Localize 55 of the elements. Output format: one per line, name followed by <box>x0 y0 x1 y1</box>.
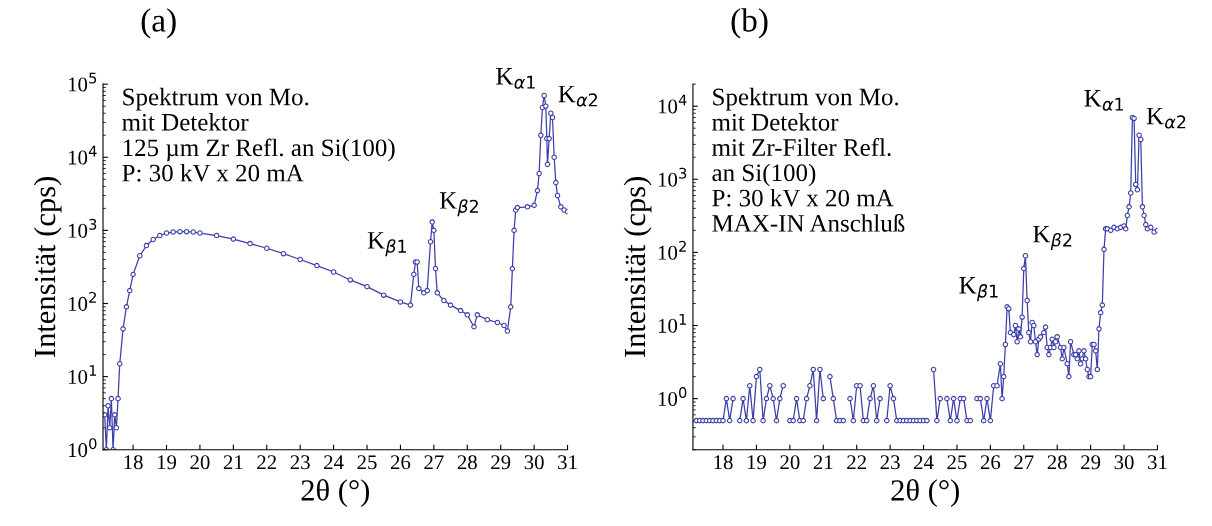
y-tick-label: 10$^{1}$ <box>68 365 97 384</box>
annotation: K$_{β1}$ <box>367 232 407 257</box>
x-tick-label: 26 <box>980 455 1001 470</box>
x-tick-label: 21 <box>813 455 833 470</box>
x-tick-label: 23 <box>880 455 900 470</box>
x-tick-label: 29 <box>491 455 511 470</box>
x-tick-label: 27 <box>1014 455 1034 470</box>
annotation: Spektrum von Mo. mit Detektor 125 µm Zr Refl. an Si(100) P: 30 kV x 20 mA <box>122 87 395 182</box>
x-tick-label: 24 <box>324 455 344 470</box>
x-axis-title: 2θ (°) <box>891 479 959 507</box>
x-tick-label: 19 <box>747 455 767 470</box>
x-tick-label: 28 <box>1047 455 1067 470</box>
x-tick-label: 22 <box>847 455 866 470</box>
y-tick-label: 10$^{2}$ <box>68 291 96 311</box>
chart-title: (b) <box>731 8 768 39</box>
x-tick-label: 31 <box>1148 455 1167 470</box>
y-tick-label: 10$^{1}$ <box>658 314 687 333</box>
annotation: K$_{β2}$ <box>1033 225 1072 251</box>
x-tick-label: 20 <box>190 455 210 470</box>
annotation: K$_{β1}$ <box>959 277 998 302</box>
annotation: Spektrum von Mo. mit Detektor mit Zr-Filter Refl. an Si(100) P: 30 kV x 20 mA MAX-IN Anschluß <box>712 87 905 232</box>
annotation: K$_{β2}$ <box>439 192 478 217</box>
y-tick-label: 10$^{4}$ <box>68 145 97 165</box>
x-tick-label: 29 <box>1081 455 1101 470</box>
x-tick-label: 28 <box>457 455 477 470</box>
x-tick-label: 27 <box>424 455 444 470</box>
y-tick-label: 10$^{5}$ <box>68 72 97 92</box>
x-tick-label: 26 <box>390 455 411 470</box>
x-tick-label: 31 <box>558 455 577 470</box>
y-tick-label: 10$^{0}$ <box>658 387 687 407</box>
y-tick-label: 10$^{4}$ <box>658 94 687 114</box>
y-tick-label: 10$^{0}$ <box>68 438 97 458</box>
x-tick-label: 22 <box>257 455 277 470</box>
x-tick-label: 30 <box>524 455 544 470</box>
x-tick-label: 23 <box>290 455 310 470</box>
x-axis-title: 2θ (°) <box>301 479 369 507</box>
y-axis-title: Intensität (cps) <box>623 177 652 358</box>
x-tick-label: 19 <box>157 455 177 470</box>
y-tick-label: 10$^{2}$ <box>658 240 686 260</box>
x-tick-label: 25 <box>357 455 377 470</box>
annotation: K$_{α2}$ <box>558 85 597 107</box>
y-tick-label: 10$^{3}$ <box>658 167 687 187</box>
x-tick-label: 18 <box>714 455 733 470</box>
annotation: K$_{α1}$ <box>496 68 535 89</box>
x-tick-label: 18 <box>124 455 143 470</box>
chart-title: (a) <box>141 8 176 39</box>
y-tick-label: 10$^{3}$ <box>68 218 97 238</box>
x-tick-label: 30 <box>1114 455 1134 470</box>
annotation: K$_{α2}$ <box>1146 107 1186 129</box>
x-tick-label: 25 <box>947 455 967 470</box>
x-tick-label: 20 <box>780 455 800 470</box>
annotation: K$_{α1}$ <box>1084 90 1124 111</box>
x-tick-label: 24 <box>914 455 934 470</box>
y-axis-title: Intensität (cps) <box>33 177 62 358</box>
x-tick-label: 21 <box>223 455 243 470</box>
